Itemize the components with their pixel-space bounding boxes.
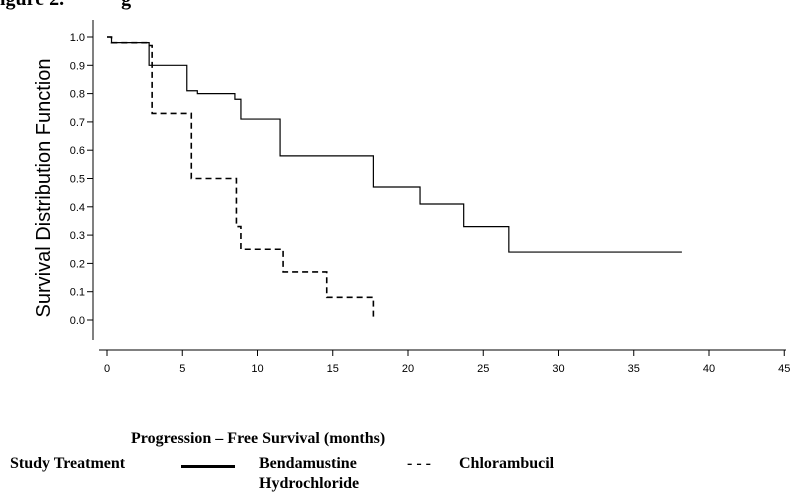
legend-solid-line <box>181 465 235 468</box>
survival-chart: Survival Distribution Function 0.0 0.1 0.2… <box>33 20 790 375</box>
y-tick-label: 0.2 <box>70 258 85 270</box>
x-tick-label: 20 <box>402 363 414 375</box>
y-tick-label: 0.9 <box>70 60 85 72</box>
y-axis-label: Survival Distribution Function <box>33 59 55 318</box>
x-axis-label: Progression – Free Survival (months) <box>131 430 386 447</box>
y-tick-label: 0.0 <box>70 315 85 327</box>
y-tick-label: 0.7 <box>70 117 85 129</box>
legend-entry-bendamustine: Bendamustine <box>259 455 357 472</box>
series-line-chlorambucil <box>107 36 375 320</box>
y-tick-label: 0.3 <box>70 230 85 242</box>
x-tick-label: 25 <box>477 363 489 375</box>
figure-title-fragment: igure 2. g <box>0 0 131 11</box>
y-tick-label: 1.0 <box>70 32 85 44</box>
x-tick-label: 35 <box>628 363 640 375</box>
axes: 0.0 0.1 0.2 0.3 0.4 0.5 0.6 0.7 0.8 0.9 1.0 0 5 10 15 2… <box>70 20 790 375</box>
y-tick-label: 0.5 <box>70 174 85 186</box>
legend-entry-bendamustine-line2: Hydrochloride <box>259 475 360 492</box>
x-tick-label: 10 <box>251 363 263 375</box>
x-tick-label: 45 <box>778 363 790 375</box>
series-layer <box>107 36 682 320</box>
x-tick-label: 30 <box>552 363 564 375</box>
legend-entry-chlorambucil: Chlorambucil <box>459 455 555 472</box>
y-tick-label: 0.6 <box>70 145 85 157</box>
x-tick-label: 5 <box>179 363 185 375</box>
series-line-bendamustine-hydrochloride <box>107 36 682 253</box>
y-tick-label: 0.4 <box>70 202 85 214</box>
y-tick-label: 0.1 <box>70 287 85 299</box>
legend-title: Study Treatment <box>10 455 126 472</box>
x-tick-label: 0 <box>104 363 110 375</box>
y-tick-label: 0.8 <box>70 89 85 101</box>
x-tick-label: 15 <box>327 363 339 375</box>
legend-dashed-marker: - - - <box>407 455 431 472</box>
x-tick-label: 40 <box>703 363 715 375</box>
